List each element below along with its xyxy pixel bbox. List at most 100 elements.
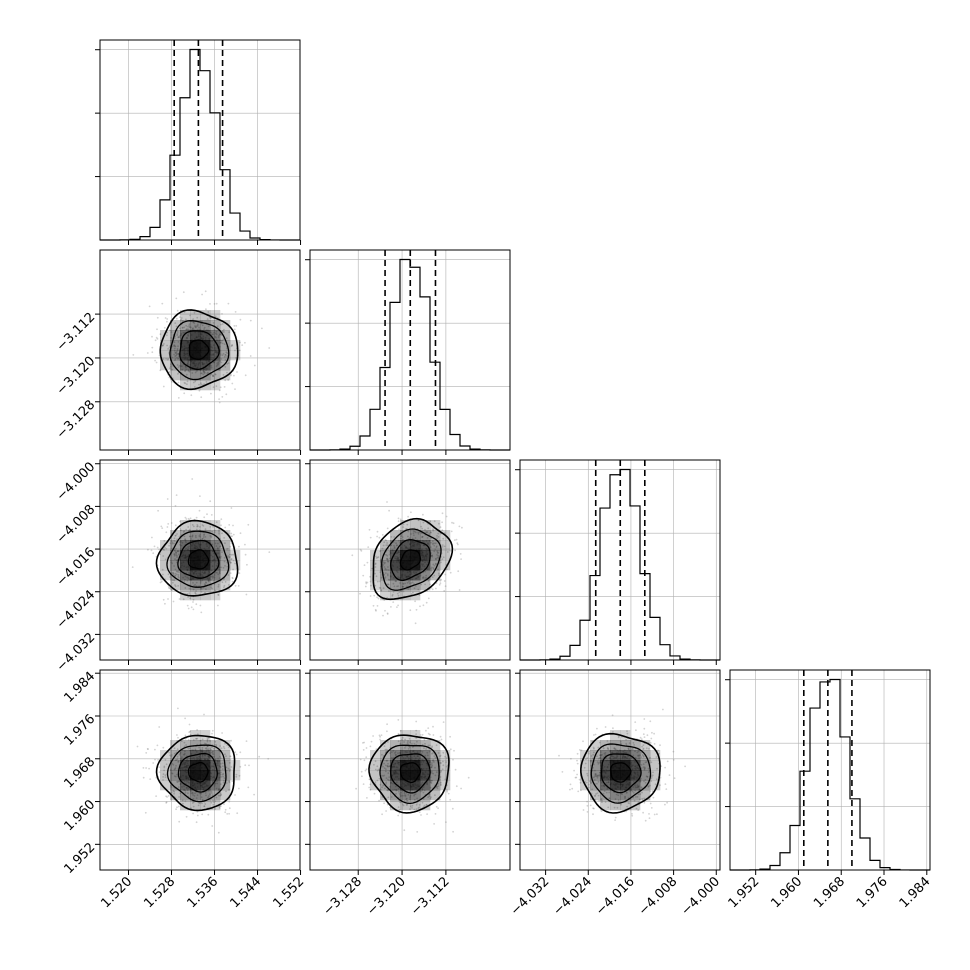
density-cell: [180, 380, 191, 391]
sample-point: [629, 790, 632, 793]
sample-point: [178, 780, 181, 783]
sample-point: [239, 765, 242, 768]
x-tick-label: 1.528: [141, 874, 178, 911]
sample-point: [431, 779, 433, 782]
sample-point: [209, 748, 212, 750]
sample-point: [168, 346, 171, 349]
sample-point: [596, 761, 599, 763]
density-cell: [200, 570, 211, 581]
density-cell: [210, 740, 221, 751]
sample-point: [205, 582, 208, 584]
sample-point: [584, 762, 587, 765]
sample-point: [171, 368, 174, 371]
sample-point: [422, 521, 425, 524]
sample-point: [198, 529, 201, 531]
density-cell: [190, 540, 201, 551]
sample-point: [402, 523, 405, 526]
contour-line: [166, 744, 227, 803]
sample-point: [440, 738, 443, 741]
sample-point: [442, 721, 445, 723]
density-cell: [410, 770, 421, 781]
sample-point: [221, 547, 223, 550]
contour-line: [390, 538, 431, 582]
sample-point: [195, 516, 198, 519]
sample-point: [638, 798, 641, 801]
sample-point: [231, 576, 234, 579]
sample-point: [405, 528, 407, 530]
density-cell: [410, 790, 421, 801]
density-cell: [420, 550, 431, 561]
density-cell: [630, 740, 641, 751]
sample-point: [216, 325, 219, 328]
sample-point: [213, 303, 216, 305]
sample-point: [188, 326, 191, 328]
sample-point: [177, 355, 180, 358]
density-cell: [420, 790, 431, 801]
sample-point: [188, 535, 191, 538]
sample-point: [217, 594, 220, 596]
density-cell: [220, 780, 231, 791]
sample-point: [384, 787, 386, 790]
density-cell: [640, 780, 651, 791]
sample-point: [401, 803, 404, 806]
sample-point: [595, 773, 597, 775]
sample-point: [218, 529, 220, 532]
sample-point: [368, 778, 371, 780]
sample-point: [607, 748, 610, 751]
sample-point: [453, 749, 455, 752]
sample-point: [225, 393, 228, 396]
sample-point: [176, 334, 179, 337]
sample-point: [430, 570, 433, 573]
sample-point: [588, 752, 590, 755]
density-cell: [160, 340, 171, 351]
sample-point: [210, 514, 213, 516]
contour-line: [600, 753, 642, 794]
sample-point: [192, 598, 195, 601]
sample-point: [396, 544, 398, 547]
density-cell: [650, 750, 661, 761]
contour-line: [580, 732, 661, 814]
sample-point: [154, 339, 157, 342]
sample-point: [597, 794, 600, 797]
sample-point: [165, 358, 168, 360]
density-cell: [430, 770, 441, 781]
sample-point: [441, 768, 444, 771]
sample-point: [648, 747, 650, 750]
sample-point: [190, 394, 193, 397]
sample-point: [411, 743, 413, 745]
sample-point: [164, 602, 166, 605]
sample-point: [227, 379, 230, 381]
sample-point: [235, 753, 238, 756]
sample-point: [193, 311, 196, 314]
density-cell: [190, 340, 201, 351]
sample-point: [206, 513, 208, 516]
sample-point: [402, 526, 405, 528]
density-cell: [170, 740, 181, 751]
sample-point: [189, 790, 192, 793]
density-cell: [220, 530, 231, 541]
sample-point: [437, 785, 440, 787]
y-tick-label: 1.952: [61, 840, 98, 877]
sample-point: [382, 564, 385, 566]
sample-point: [424, 742, 426, 745]
sample-point: [384, 770, 387, 773]
sample-point: [174, 351, 177, 354]
density-cell: [580, 770, 591, 781]
sample-point: [402, 804, 405, 807]
y-tick-label: 1.976: [61, 712, 98, 749]
sample-point: [190, 807, 192, 809]
density-cell: [600, 770, 611, 781]
sample-point: [596, 774, 599, 777]
sample-point: [165, 548, 168, 550]
sample-point: [401, 738, 403, 741]
sample-point: [436, 554, 438, 556]
sample-point: [645, 747, 648, 750]
sample-point: [187, 517, 190, 520]
sample-point: [443, 590, 446, 592]
sample-point: [205, 581, 207, 584]
sample-point: [199, 582, 202, 584]
sample-point: [219, 794, 222, 797]
sample-point: [201, 537, 204, 540]
sample-point: [383, 802, 385, 805]
sample-point: [170, 589, 173, 592]
